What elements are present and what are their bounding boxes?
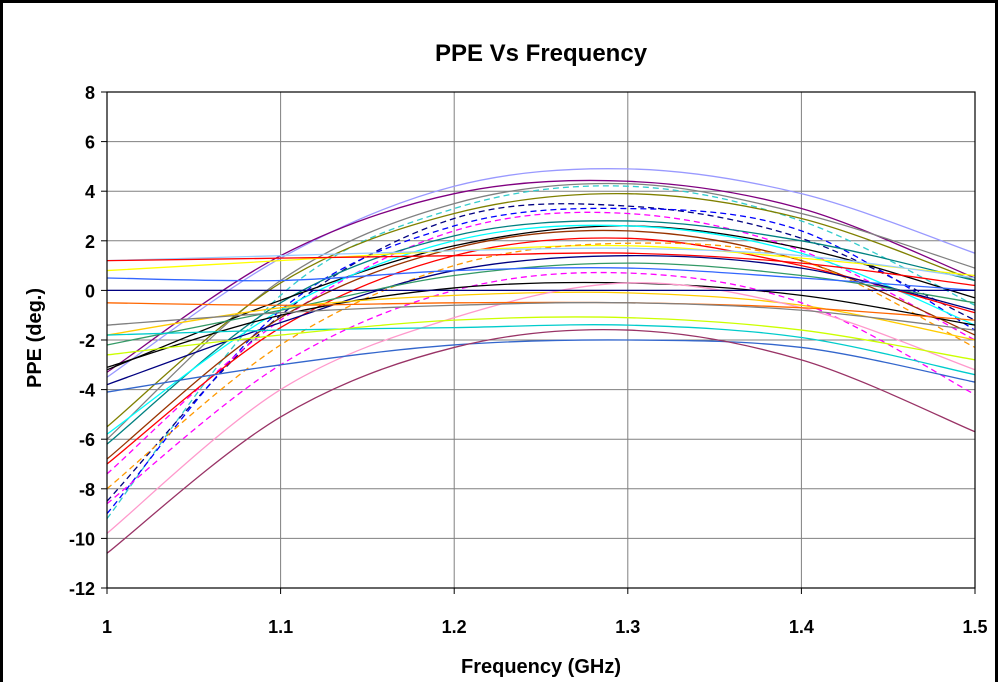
- x-axis-label: Frequency (GHz): [461, 656, 621, 678]
- y-tick-label: 4: [85, 182, 95, 202]
- series-line-3: [107, 183, 975, 439]
- x-tick-label: 1.4: [789, 617, 814, 637]
- series-line-21: [107, 273, 975, 504]
- y-tick-label: -6: [79, 430, 95, 450]
- y-tick-label: -2: [79, 331, 95, 351]
- axis-ticks: 8 6 4 2 0 -2 -4 -6 -8 -10 -12 1 1.1 1.2 1.3 1.4 1.5: [69, 83, 988, 637]
- y-tick-label: 2: [85, 232, 95, 252]
- chart-title: PPE Vs Frequency: [435, 40, 648, 67]
- ppe-frequency-chart: PPE Vs Frequency 8 6 4 2 0 -2 -4 -6 -8 -10 -12 1 1.1…: [3, 3, 998, 685]
- series-line-1: [107, 169, 975, 378]
- y-tick-label: -8: [79, 480, 95, 500]
- series-line-4: [107, 186, 975, 519]
- y-tick-label: -4: [79, 381, 95, 401]
- series-line-13: [107, 238, 975, 464]
- series-line-8: [107, 212, 975, 474]
- series-line-24: [107, 283, 975, 534]
- x-tick-label: 1.2: [442, 617, 467, 637]
- series-line-26: [107, 317, 975, 360]
- y-tick-label: 6: [85, 133, 95, 153]
- y-tick-label: -12: [69, 579, 95, 599]
- series-line-28: [107, 330, 975, 554]
- y-tick-label: 0: [85, 281, 95, 301]
- x-tick-label: 1.3: [615, 617, 640, 637]
- series-lines: [107, 169, 975, 554]
- series-line-20: [107, 268, 975, 291]
- x-tick-label: 1.1: [268, 617, 293, 637]
- x-tick-label: 1: [102, 617, 112, 637]
- x-tick-label: 1.5: [962, 617, 987, 637]
- y-tick-label: -10: [69, 529, 95, 549]
- y-tick-label: 8: [85, 83, 95, 103]
- series-line-15: [107, 243, 975, 489]
- y-axis-label: PPE (deg.): [24, 288, 46, 388]
